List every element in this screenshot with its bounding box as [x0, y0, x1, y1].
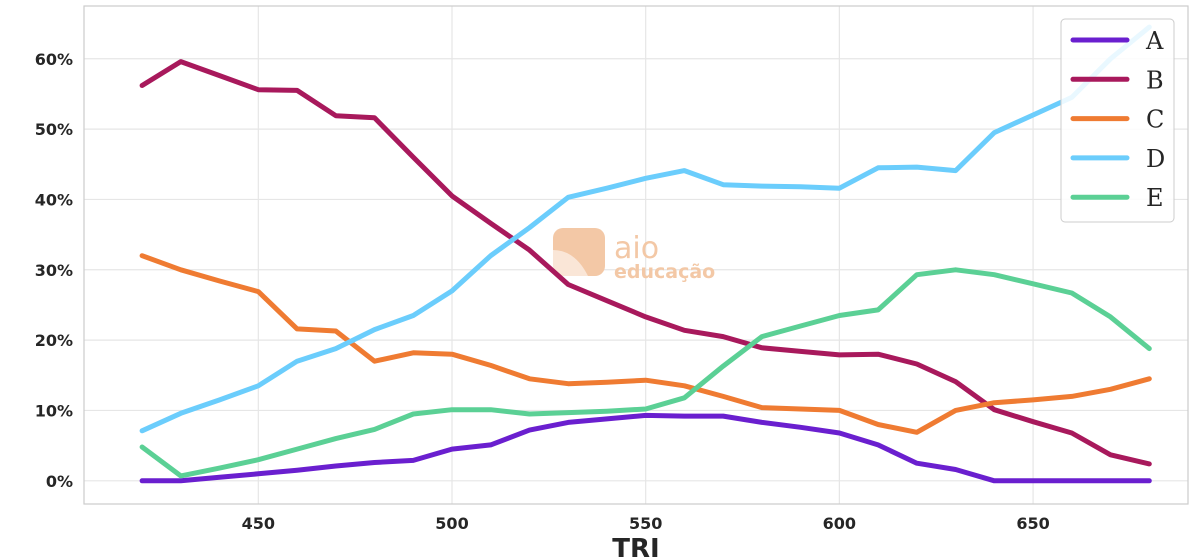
watermark-logo-cut [553, 250, 588, 276]
legend-label-b: B [1146, 66, 1164, 94]
series-line-a [139, 412, 1152, 484]
legend-label-e: E [1146, 184, 1164, 212]
watermark-text-educacao: educação [614, 261, 715, 283]
x-tick-label: 550 [629, 514, 662, 533]
x-tick-label: 500 [435, 514, 468, 533]
y-tick-label: 0% [46, 472, 73, 491]
y-axis-ticks: 0% 10% 20% 30% 40% 50% 60% [35, 50, 73, 491]
series-line-e [139, 267, 1152, 479]
x-axis-ticks: 450 500 550 600 650 [242, 514, 1050, 533]
plot-frame [83, 5, 1189, 505]
x-tick-label: 650 [1016, 514, 1049, 533]
x-tick-label: 600 [823, 514, 856, 533]
series-line-c [139, 253, 1152, 435]
y-tick-label: 30% [35, 261, 73, 280]
y-tick-label: 10% [35, 401, 73, 420]
y-tick-label: 50% [35, 120, 73, 139]
legend-label-d: D [1146, 145, 1165, 173]
grid-lines [84, 6, 1188, 504]
watermark-text-aio: aio [614, 231, 659, 266]
watermark: aio educação [553, 228, 715, 283]
legend-label-c: C [1146, 106, 1164, 134]
x-tick-label: 450 [242, 514, 275, 533]
y-tick-label: 40% [35, 190, 73, 209]
legend-label-a: A [1145, 27, 1164, 55]
x-axis-label: TRI [612, 534, 659, 560]
y-tick-label: 20% [35, 331, 73, 350]
y-tick-label: 60% [35, 50, 73, 69]
series-lines [139, 24, 1152, 484]
series-line-b [139, 59, 1152, 467]
series-line-d [139, 24, 1152, 434]
